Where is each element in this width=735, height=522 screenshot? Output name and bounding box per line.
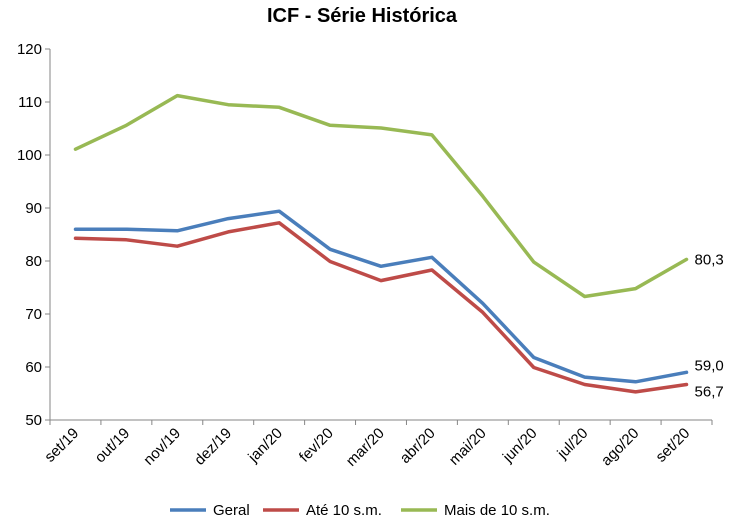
x-tick-label: mar/20 <box>343 425 388 470</box>
x-tick-label: fev/20 <box>296 425 337 466</box>
legend-label: Geral <box>213 502 250 519</box>
data-labels: 59,0 56,7 80,3 <box>695 251 724 400</box>
x-tick-label: set/20 <box>652 425 693 466</box>
series-line-1 <box>73 221 689 394</box>
y-tick-label: 100 <box>17 147 42 164</box>
x-tick-label: jun/20 <box>499 425 541 467</box>
y-tick-label: 80 <box>25 253 42 270</box>
legend-label: Até 10 s.m. <box>306 502 382 519</box>
data-label: 59,0 <box>695 357 724 374</box>
x-tick-label: out/19 <box>92 425 134 467</box>
x-tick-label: abr/20 <box>397 425 439 467</box>
series-layer <box>73 93 689 394</box>
data-label: 80,3 <box>695 251 724 268</box>
data-label: 56,7 <box>695 383 724 400</box>
y-tick-label: 90 <box>25 200 42 217</box>
legend-label: Mais de 10 s.m. <box>444 502 550 519</box>
x-tick-label: jan/20 <box>244 425 286 467</box>
y-tick-label: 50 <box>25 412 42 429</box>
y-tick-label: 110 <box>18 94 42 111</box>
series-line-0 <box>73 209 689 384</box>
chart-title: ICF - Série Histórica <box>267 5 458 27</box>
x-tick-label: nov/19 <box>140 425 184 469</box>
y-tick-label: 70 <box>25 306 42 323</box>
y-tick-label: 60 <box>25 359 42 376</box>
legend: Geral Até 10 s.m. Mais de 10 s.m. <box>170 502 550 519</box>
series-line-2 <box>73 93 689 299</box>
y-tick-label: 120 <box>17 41 42 58</box>
x-tick-label: set/19 <box>41 425 82 466</box>
x-tick-label: mai/20 <box>446 425 490 469</box>
x-tick-label: jul/20 <box>553 425 591 463</box>
axes: 50 60 70 80 90 100 110 120 set/19 out/19 nov/19 dez… <box>17 41 713 470</box>
x-tick-label: ago/20 <box>598 425 642 469</box>
x-tick-label: dez/19 <box>191 425 235 469</box>
